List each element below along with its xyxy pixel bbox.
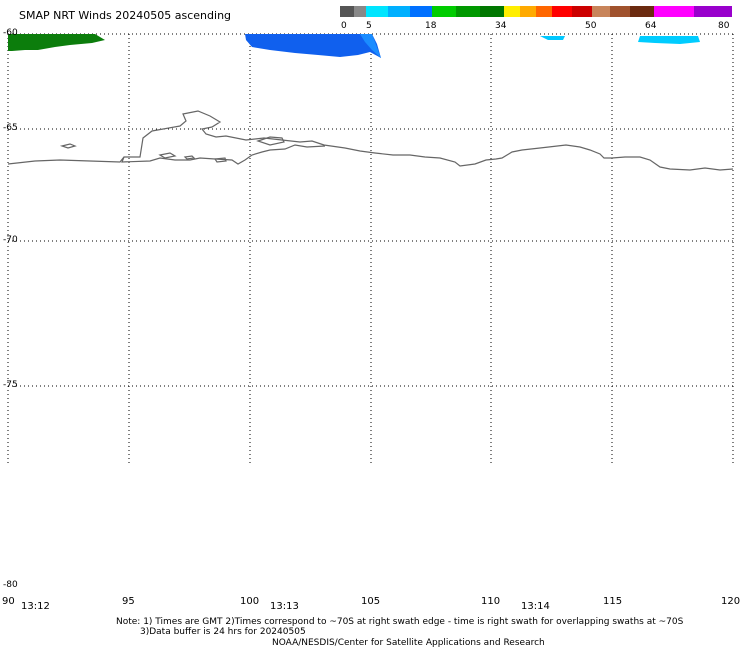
colorbar-seg-5 xyxy=(432,6,456,17)
lat-label-65: -65 xyxy=(3,123,18,133)
lat-label-70: -70 xyxy=(3,235,18,245)
time-label-2: 13:13 xyxy=(270,601,299,612)
colorbar-seg-12 xyxy=(572,6,592,17)
swath-blue xyxy=(245,34,381,58)
lon-label-95: 95 xyxy=(122,596,135,607)
colorbar-seg-6 xyxy=(456,6,480,17)
wind-swaths xyxy=(8,34,700,58)
colorbar-tick-64: 64 xyxy=(645,21,657,31)
colorbar-seg-16 xyxy=(654,6,694,17)
colorbar-seg-15 xyxy=(630,6,654,17)
colorbar-tick-18: 18 xyxy=(425,21,437,31)
island-1 xyxy=(59,143,77,149)
swath-cyan-small xyxy=(540,36,565,40)
colorbar-seg-8 xyxy=(504,6,520,17)
map-title: SMAP NRT Winds 20240505 ascending xyxy=(19,9,232,22)
lon-label-100: 100 xyxy=(240,596,260,607)
colorbar-seg-0 xyxy=(340,6,354,17)
lon-label-105: 105 xyxy=(361,596,381,607)
lon-label-90: 90 xyxy=(2,596,15,607)
colorbar-seg-11 xyxy=(552,6,572,17)
lat-label-80: -80 xyxy=(3,580,18,590)
colorbar-tick-34: 34 xyxy=(495,21,507,31)
island-2 xyxy=(158,152,177,159)
note-line-1: Note: 1) Times are GMT 2)Times correspon… xyxy=(116,617,684,627)
colorbar-seg-13 xyxy=(592,6,610,17)
island-3 xyxy=(183,155,196,160)
colorbar-seg-9 xyxy=(520,6,536,17)
colorbar-seg-4 xyxy=(410,6,432,17)
colorbar-seg-3 xyxy=(388,6,410,17)
colorbar-tick-5: 5 xyxy=(366,21,372,31)
coastline xyxy=(7,110,734,171)
coastline-main xyxy=(7,110,734,171)
island-4 xyxy=(256,136,285,146)
colorbar-seg-17 xyxy=(694,6,732,17)
colorbar-seg-10 xyxy=(536,6,552,17)
swath-blue-edge xyxy=(360,34,381,58)
time-label-3: 13:14 xyxy=(521,601,550,612)
colorbar-tick-80: 80 xyxy=(718,21,730,31)
lon-label-115: 115 xyxy=(603,596,623,607)
lon-label-110: 110 xyxy=(481,596,501,607)
swath-green xyxy=(8,34,105,51)
lon-gridlines xyxy=(128,34,613,464)
note-line-3: NOAA/NESDIS/Center for Satellite Applica… xyxy=(272,638,545,648)
colorbar-seg-7 xyxy=(480,6,504,17)
wind-speed-colorbar xyxy=(340,6,732,17)
coastline-inner xyxy=(121,144,326,165)
island-5 xyxy=(213,157,227,163)
colorbar-tick-0: 0 xyxy=(341,21,347,31)
lat-label-60: -60 xyxy=(3,28,18,38)
note-line-2: 3)Data buffer is 24 hrs for 20240505 xyxy=(140,627,306,637)
time-label-1: 13:12 xyxy=(21,601,50,612)
colorbar-seg-14 xyxy=(610,6,630,17)
colorbar-seg-2 xyxy=(366,6,388,17)
wind-map xyxy=(7,33,734,464)
colorbar-tick-50: 50 xyxy=(585,21,597,31)
lat-label-75: -75 xyxy=(3,380,18,390)
lon-label-120: 120 xyxy=(721,596,740,607)
swath-cyan-right xyxy=(638,36,700,44)
colorbar-seg-1 xyxy=(354,6,366,17)
